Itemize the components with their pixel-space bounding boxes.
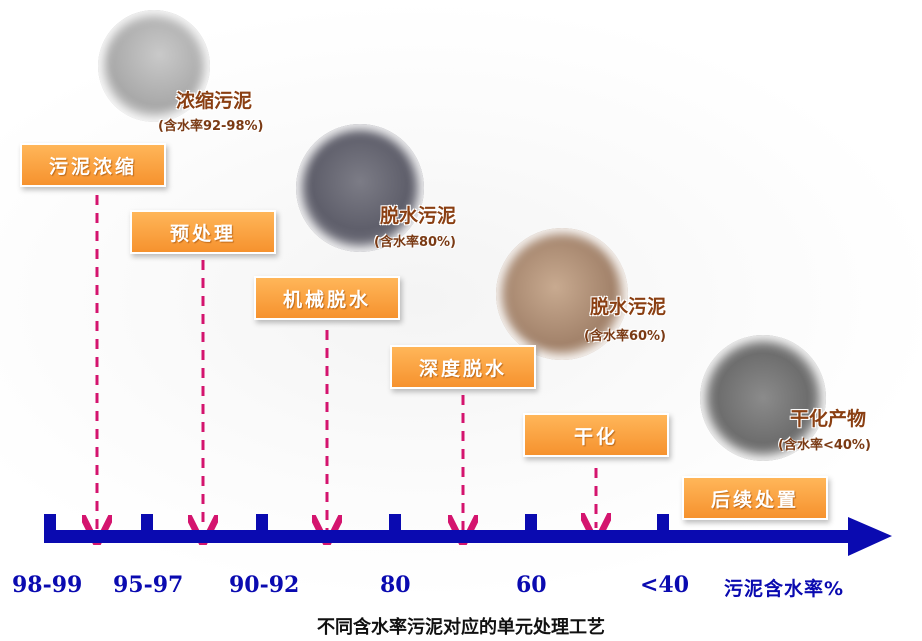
photo-title: 浓缩污泥 bbox=[176, 90, 253, 112]
axis-tick-label: 98-99 bbox=[12, 572, 83, 598]
thickened-sludge-photo bbox=[98, 10, 210, 122]
photo-moisture: (含水率80%) bbox=[374, 235, 456, 250]
step-box: 干化 bbox=[523, 413, 669, 457]
photo-title: 脱水污泥 bbox=[380, 205, 457, 227]
dried-product-photo bbox=[700, 335, 826, 461]
axis-tick bbox=[389, 514, 401, 532]
axis-tick bbox=[256, 514, 268, 532]
figure-caption: 不同含水率污泥对应的单元处理工艺 bbox=[317, 617, 605, 638]
photo-moisture: (含水率<40%) bbox=[778, 438, 871, 453]
axis-tick bbox=[141, 514, 153, 532]
axis-tick-label: 80 bbox=[380, 572, 411, 598]
axis-tick bbox=[525, 514, 537, 532]
axis-title: 污泥含水率% bbox=[724, 578, 845, 600]
photo-title: 干化产物 bbox=[790, 408, 867, 430]
axis-tick bbox=[44, 514, 56, 532]
step-box: 预处理 bbox=[130, 210, 276, 254]
photo-title: 脱水污泥 bbox=[590, 296, 667, 318]
step-box: 后续处置 bbox=[682, 476, 828, 520]
axis-arrowhead bbox=[848, 517, 892, 556]
step-box: 深度脱水 bbox=[390, 345, 536, 389]
dewatered-sludge-60-photo bbox=[496, 228, 628, 360]
step-box: 污泥浓缩 bbox=[20, 143, 166, 187]
axis-tick bbox=[657, 514, 669, 532]
axis-tick-label: <40 bbox=[640, 572, 690, 598]
dewatered-sludge-80-photo bbox=[296, 124, 424, 252]
axis-tick-label: 60 bbox=[516, 572, 547, 598]
photo-moisture: (含水率60%) bbox=[584, 329, 666, 344]
axis-tick-label: 95-97 bbox=[113, 572, 184, 598]
axis-bar bbox=[44, 530, 856, 543]
photo-moisture: (含水率92-98%) bbox=[158, 119, 264, 134]
step-box: 机械脱水 bbox=[254, 276, 400, 320]
axis-tick-label: 90-92 bbox=[229, 572, 300, 598]
